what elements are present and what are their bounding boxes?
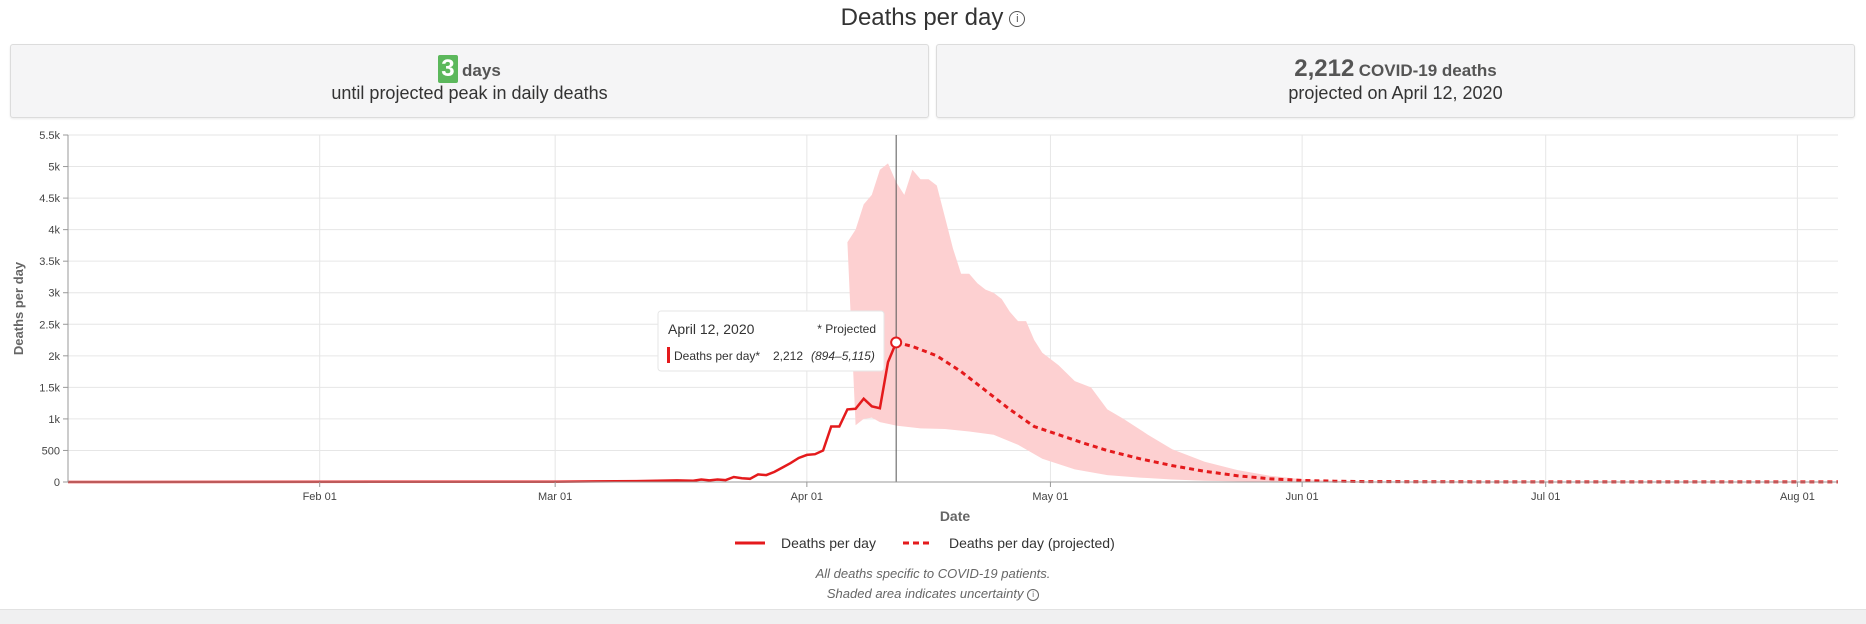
footnote-line2: Shaded area indicates uncertainty i (0, 586, 1866, 601)
x-tick-label: Mar 01 (538, 491, 572, 503)
projected-deaths-line (895, 340, 1838, 484)
chart-title-text: Deaths per day (840, 4, 1004, 31)
y-tick-label: 3k (48, 288, 60, 300)
y-tick-label: 5.5k (39, 130, 60, 142)
x-tick-label: Jul 01 (1531, 491, 1560, 503)
actual-deaths-line (67, 341, 898, 484)
tooltip-projected-note: * Projected (817, 322, 876, 336)
x-tick-label: May 01 (1032, 491, 1068, 503)
days-until-peak-badge: 3 (438, 55, 458, 83)
uncertainty-band (847, 163, 1408, 482)
days-unit: days (462, 61, 501, 80)
info-icon[interactable]: i (1009, 10, 1026, 27)
footnote-line2-text: Shaded area indicates uncertainty (826, 586, 1024, 601)
tooltip-box (657, 310, 885, 372)
x-tick-label: Jun 01 (1286, 491, 1319, 503)
x-tick-label: Apr 01 (791, 491, 823, 503)
tooltip-series-label: Deaths per day* (674, 349, 760, 363)
highlight-marker[interactable] (890, 336, 903, 349)
chart-title: Deaths per day i (0, 4, 1866, 32)
y-axis-label: Deaths per day (11, 261, 26, 355)
y-tick-label: 2k (48, 351, 60, 363)
y-tick-label: 4.5k (39, 193, 60, 205)
y-tick-label: 2.5k (39, 319, 60, 331)
deaths-card: 2,212 COVID-19 deaths projected on April… (936, 44, 1855, 118)
x-axis-label: Date (940, 508, 971, 524)
y-tick-label: 1.5k (39, 382, 60, 394)
legend-projected-label: Deaths per day (projected) (949, 535, 1115, 551)
peak-card: 3 days until projected peak in daily dea… (10, 44, 929, 118)
y-tick-label: 1k (48, 414, 60, 426)
x-tick-label: Feb 01 (303, 491, 337, 503)
deaths-chart[interactable]: 0 500 1k 1.5k 2k 2.5k 3k 3.5k 4k 4.5k 5k 5.5k Feb 01… (0, 0, 1866, 580)
uncertainty-info-icon[interactable]: i (1027, 588, 1040, 601)
x-tick-label: Aug 01 (1780, 491, 1815, 503)
bottom-bar (0, 609, 1866, 624)
peak-card-subtitle: until projected peak in daily deaths (331, 83, 608, 103)
projected-deaths-unit: COVID-19 deaths (1358, 61, 1497, 80)
y-tick-label: 500 (42, 445, 60, 457)
tooltip-series-swatch (667, 347, 670, 363)
tooltip: April 12, 2020 * Projected Deaths per da… (657, 310, 885, 372)
projected-deaths-value: 2,212 (1294, 55, 1355, 82)
legend-actual-label: Deaths per day (781, 535, 876, 551)
y-tick-label: 4k (48, 225, 60, 237)
tooltip-value: 2,212 (773, 349, 803, 363)
y-tick-label: 0 (54, 477, 60, 489)
footnote-line1: All deaths specific to COVID-19 patients… (815, 566, 1051, 581)
y-tick-label: 3.5k (39, 256, 60, 268)
chart-axes: 0 500 1k 1.5k 2k 2.5k 3k 3.5k 4k 4.5k 5k 5.5k Feb 01… (11, 130, 1838, 524)
deaths-card-subtitle: projected on April 12, 2020 (1288, 83, 1503, 103)
y-tick-label: 5k (48, 162, 60, 174)
tooltip-date: April 12, 2020 (668, 321, 755, 337)
legend: Deaths per day Deaths per day (projected… (735, 535, 1115, 551)
tooltip-range: (894–5,115) (811, 349, 875, 363)
